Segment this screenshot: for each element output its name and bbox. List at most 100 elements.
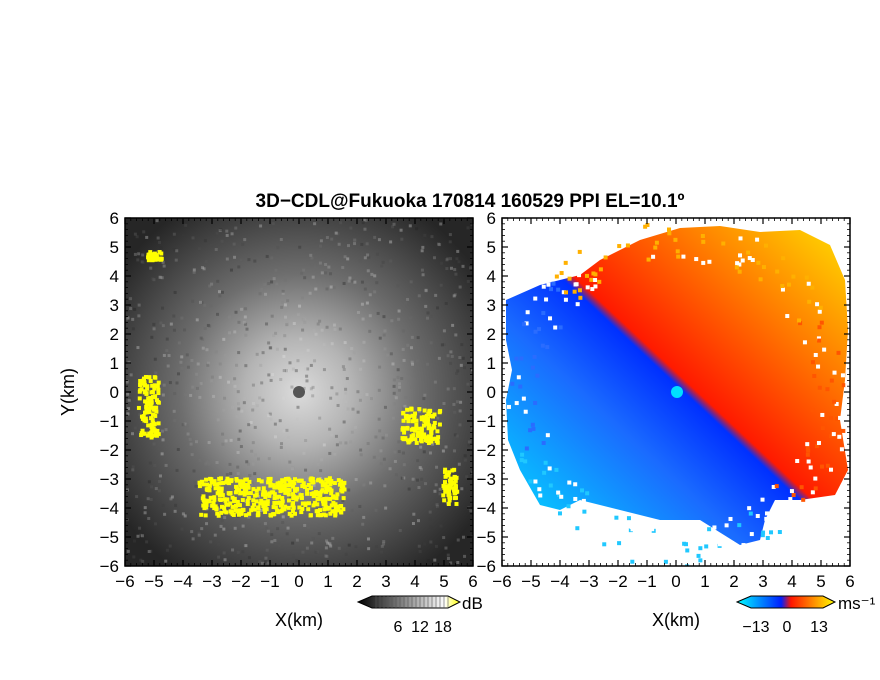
speckle-cell: [279, 445, 283, 449]
velocity-speckle-cell: [683, 542, 688, 547]
speckle-cell: [251, 462, 255, 466]
high-return-cell: [149, 422, 154, 427]
velocity-gap-cell: [651, 254, 656, 259]
high-return-cell: [277, 500, 282, 505]
speckle-cell: [285, 428, 289, 432]
speckle-cell: [377, 456, 381, 460]
high-return-cell: [237, 503, 242, 508]
speckle-cell: [322, 343, 326, 347]
speckle-cell: [383, 405, 387, 409]
high-return-cell: [263, 495, 268, 500]
y-tick-label: 2: [487, 325, 496, 344]
speckle-cell: [379, 462, 383, 466]
speckle-cell: [235, 414, 239, 418]
high-return-cell: [263, 510, 268, 515]
speckle-cell: [208, 324, 212, 328]
speckle-cell: [236, 472, 240, 476]
speckle-cell: [302, 317, 306, 321]
high-return-cell: [324, 496, 329, 501]
speckle-cell: [221, 432, 225, 436]
high-return-cell: [453, 486, 458, 491]
speckle-cell: [222, 337, 226, 341]
high-return-cell: [256, 510, 261, 515]
speckle-cell: [237, 320, 241, 324]
velocity-gap-cell: [740, 258, 745, 263]
speckle-cell: [273, 422, 277, 426]
speckle-cell: [166, 364, 170, 368]
high-return-cell: [214, 507, 219, 512]
speckle-cell: [250, 409, 254, 413]
x-tick-label: 3: [381, 572, 390, 591]
speckle-cell: [189, 442, 193, 446]
speckle-cell: [370, 272, 374, 276]
velocity-gap-cell: [642, 556, 647, 561]
velocity-gap-cell: [737, 262, 742, 267]
speckle-cell: [270, 280, 274, 284]
speckle-cell: [469, 509, 473, 513]
high-return-cell: [311, 503, 316, 508]
high-return-cell: [156, 387, 161, 392]
speckle-cell: [337, 470, 341, 474]
velocity-gap-cell: [637, 521, 642, 526]
speckle-cell: [285, 323, 289, 327]
high-return-cell: [416, 430, 421, 435]
high-return-cell: [234, 478, 239, 483]
speckle-cell: [305, 546, 309, 550]
speckle-cell: [449, 350, 453, 354]
speckle-cell: [304, 468, 308, 472]
speckle-cell: [185, 424, 189, 428]
high-return-cell: [208, 495, 213, 500]
speckle-cell: [220, 239, 224, 243]
speckle-cell: [286, 299, 290, 303]
speckle-cell: [397, 309, 401, 313]
high-return-cell: [152, 386, 157, 391]
high-return-cell: [226, 478, 231, 483]
high-return-cell: [241, 507, 246, 512]
speckle-cell: [191, 299, 195, 303]
speckle-cell: [218, 375, 222, 379]
velocity-gap-cell: [724, 543, 729, 548]
high-return-cell: [199, 479, 204, 484]
speckle-cell: [318, 416, 322, 420]
high-return-cell: [337, 482, 342, 487]
speckle-cell: [455, 371, 459, 375]
velocity-speckle-cell: [557, 511, 562, 516]
speckle-cell: [411, 362, 415, 366]
velocity-gap-cell: [738, 236, 743, 241]
speckle-cell: [422, 397, 426, 401]
x-tick-label: −6: [115, 572, 134, 591]
high-return-cell: [450, 468, 455, 473]
high-return-echoes: [136, 250, 460, 518]
high-return-cell: [437, 422, 442, 427]
high-return-cell: [308, 513, 313, 518]
speckle-cell: [316, 322, 320, 326]
velocity-gap-cell: [837, 434, 842, 439]
velocity-gap-cell: [597, 514, 602, 519]
speckle-cell: [454, 272, 458, 276]
speckle-cell: [214, 247, 218, 251]
speckle-cell: [382, 333, 386, 337]
speckle-cell: [160, 429, 164, 433]
high-return-cell: [280, 499, 285, 504]
speckle-cell: [133, 426, 137, 430]
y-tick-label: 4: [487, 267, 496, 286]
speckle-cell: [303, 523, 307, 527]
velocity-gap-cell: [738, 253, 743, 258]
speckle-cell: [327, 265, 331, 269]
speckle-cell: [141, 559, 145, 563]
speckle-cell: [228, 462, 232, 466]
high-return-cell: [245, 498, 250, 503]
velocity-speckle-cell: [585, 491, 590, 496]
high-return-cell: [323, 489, 328, 494]
speckle-cell: [174, 503, 178, 507]
velocity-speckle-cell: [737, 269, 742, 274]
speckle-cell: [240, 409, 244, 413]
speckle-cell: [406, 423, 410, 427]
speckle-cell: [244, 307, 248, 311]
high-return-cell: [262, 507, 267, 512]
speckle-cell: [432, 256, 436, 260]
speckle-cell: [268, 412, 272, 416]
velocity-gap-cell: [681, 254, 686, 259]
speckle-cell: [175, 381, 179, 385]
high-return-cell: [432, 420, 437, 425]
